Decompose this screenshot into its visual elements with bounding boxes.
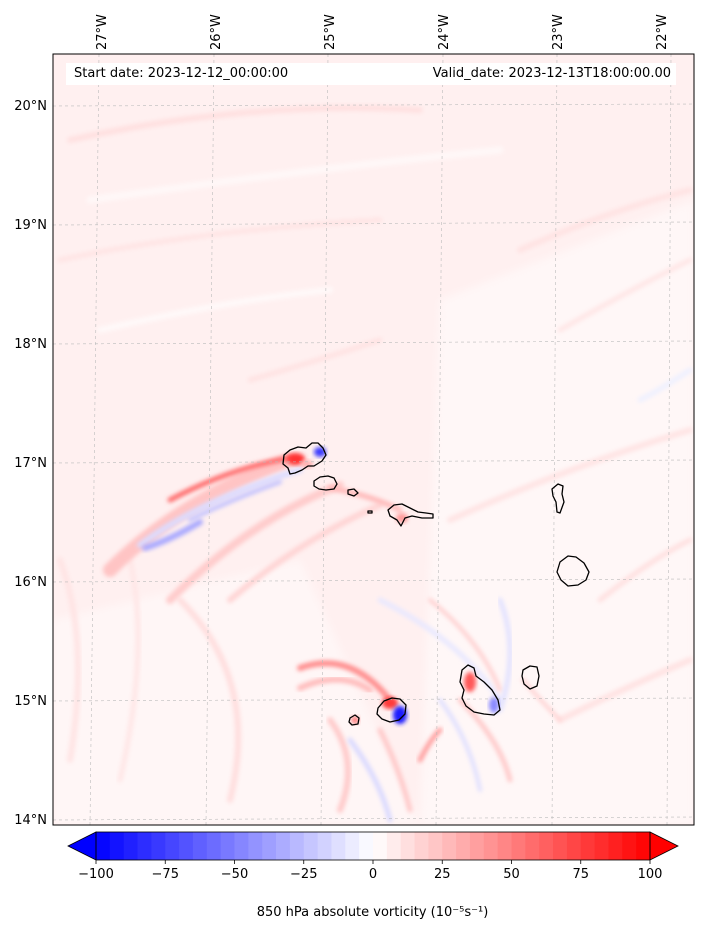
- colorbar-cell: [400, 832, 416, 860]
- colorbar-cell: [96, 832, 111, 860]
- colorbar-cell: [151, 832, 166, 860]
- colorbar-extend-low: [67, 831, 97, 861]
- colorbar-cells: [96, 832, 651, 860]
- colorbar-cell: [428, 832, 443, 860]
- colorbar-cell: [206, 832, 222, 860]
- colorbar-cell: [483, 832, 499, 860]
- colorbar-cell: [525, 832, 540, 860]
- colorbar-cell: [192, 832, 208, 860]
- colorbar-cell: [220, 832, 235, 860]
- island-sao-vicente: [313, 475, 338, 491]
- background-streaks: [57, 105, 693, 803]
- colorbar-cell: [317, 832, 332, 860]
- colorbar-cell: [497, 832, 512, 860]
- colorbar-cell: [276, 832, 291, 860]
- colorbar-cell: [442, 832, 457, 860]
- island-maio: [521, 665, 540, 690]
- colorbar-cell: [137, 832, 152, 860]
- lon-tick-label: 23°W: [551, 14, 566, 50]
- colorbar-cell: [262, 832, 277, 860]
- island-santiago: [459, 664, 501, 716]
- colorbar-tick-label: 75: [572, 867, 589, 882]
- colorbar-cell: [622, 832, 637, 860]
- colorbar-label: 850 hPa absolute vorticity (10⁻⁵s⁻¹): [256, 905, 489, 920]
- colorbar-cell: [414, 832, 429, 860]
- coastlines: [282, 442, 590, 726]
- lat-tick-label: 18°N: [14, 337, 47, 352]
- lon-tick-label: 24°W: [437, 14, 452, 50]
- date-info-box: [66, 63, 676, 85]
- colorbar-cell: [456, 832, 471, 860]
- lat-tick-label: 14°N: [14, 813, 47, 828]
- valid-date-label: Valid_date: 2023-12-13T18:00:00.00: [432, 66, 671, 81]
- lon-tick-label: 25°W: [323, 14, 338, 50]
- island-wake-streaks: [103, 453, 443, 604]
- colorbar-tick-label: 100: [638, 867, 663, 882]
- colorbar-cell: [386, 832, 402, 860]
- vorticity-field: [53, 54, 694, 825]
- colorbar-cell: [248, 832, 263, 860]
- colorbar-cell: [165, 832, 180, 860]
- island-small-rock: [367, 510, 373, 514]
- lon-tick-label: 22°W: [655, 14, 670, 50]
- colorbar-tick-label: 50: [503, 867, 520, 882]
- colorbar-cell: [303, 832, 319, 860]
- lat-tick-labels: 20°N 19°N 18°N 17°N 16°N 15°N 14°N: [14, 99, 47, 828]
- island-santo-antao: [282, 442, 327, 475]
- southern-wake-streaks: [297, 597, 562, 823]
- colorbar-cell: [566, 832, 582, 860]
- colorbar-cell: [373, 832, 388, 860]
- colorbar-ticks: −100 −75 −50 −25 0 25 50 75 100: [78, 860, 662, 882]
- lon-tick-label: 27°W: [95, 14, 110, 50]
- colorbar-cell: [331, 832, 346, 860]
- island-boa-vista: [556, 555, 590, 587]
- colorbar-tick-label: −100: [78, 867, 114, 882]
- colorbar-cell: [539, 832, 554, 860]
- colorbar-cell: [289, 832, 305, 860]
- lat-tick-label: 17°N: [14, 456, 47, 471]
- lat-tick-label: 20°N: [14, 99, 47, 114]
- island-fogo: [376, 697, 407, 723]
- colorbar-cell: [594, 832, 609, 860]
- lon-tick-labels: 27°W 26°W 25°W 24°W 23°W 22°W: [95, 14, 670, 50]
- colorbar-cell: [580, 832, 596, 860]
- lat-tick-label: 16°N: [14, 575, 47, 590]
- colorbar-cell: [359, 832, 374, 860]
- colorbar-cell: [511, 832, 526, 860]
- island-sao-nicolau: [387, 503, 434, 527]
- colorbar: −100 −75 −50 −25 0 25 50 75 100: [67, 831, 679, 882]
- gridlines: [53, 54, 694, 825]
- island-brava: [348, 714, 360, 726]
- island-santa-luzia: [347, 488, 359, 497]
- colorbar-cell: [109, 832, 125, 860]
- colorbar-cell: [636, 832, 651, 860]
- lat-tick-label: 19°N: [14, 218, 47, 233]
- colorbar-cell: [469, 832, 485, 860]
- colorbar-tick-label: 0: [369, 867, 377, 882]
- island-vortices: [287, 447, 499, 724]
- map-frame: [52, 53, 695, 826]
- colorbar-tick-label: −25: [290, 867, 317, 882]
- island-sal: [551, 483, 565, 514]
- lon-tick-label: 26°W: [209, 14, 224, 50]
- colorbar-tick-label: 25: [434, 867, 451, 882]
- colorbar-cell: [553, 832, 568, 860]
- colorbar-cell: [345, 832, 360, 860]
- colorbar-tick-label: −75: [152, 867, 179, 882]
- colorbar-cell: [179, 832, 194, 860]
- colorbar-extend-high: [649, 831, 679, 861]
- lat-tick-label: 15°N: [14, 694, 47, 709]
- colorbar-tick-label: −50: [221, 867, 248, 882]
- colorbar-cell: [608, 832, 623, 860]
- start-date-label: Start date: 2023-12-12_00:00:00: [74, 66, 289, 81]
- colorbar-cell: [123, 832, 139, 860]
- colorbar-cell: [234, 832, 249, 860]
